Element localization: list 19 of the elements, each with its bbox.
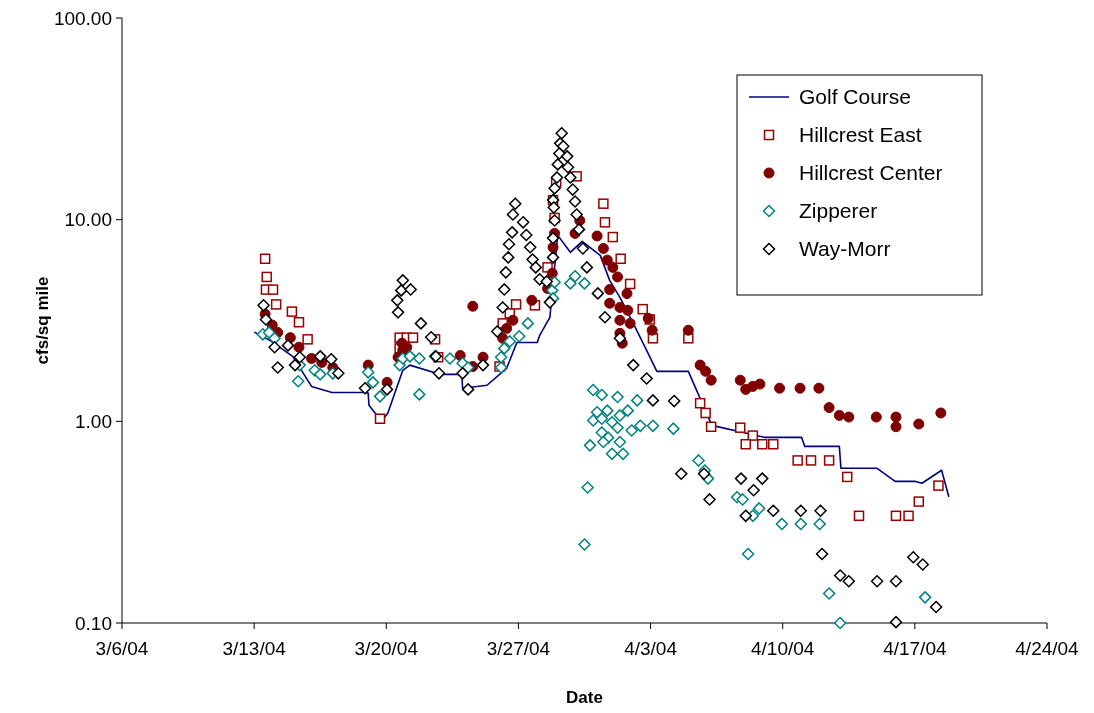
- x-tick-label: 4/10/04: [751, 638, 815, 659]
- x-axis-title: Date: [566, 688, 603, 707]
- y-tick-label: 1.00: [75, 410, 112, 432]
- x-tick-label: 4/17/04: [883, 638, 947, 659]
- x-tick-label: 4/3/04: [624, 638, 678, 659]
- y-tick-label: 0.10: [75, 612, 112, 634]
- legend-label: Hillcrest Center: [799, 161, 943, 185]
- y-tick-label: 100.00: [53, 7, 112, 29]
- x-tick-label: 3/27/04: [486, 638, 551, 659]
- legend-label: Way-Morr: [799, 237, 891, 261]
- x-tick-label: 3/6/04: [95, 638, 149, 659]
- x-tick-label: 3/13/04: [222, 638, 287, 659]
- x-tick-label: 4/24/04: [1015, 638, 1080, 659]
- legend-label: Zipperer: [799, 199, 878, 223]
- y-axis-title: cfs/sq mile: [33, 276, 52, 365]
- legend-label: Hillcrest East: [799, 123, 922, 147]
- x-tick-label: 3/20/04: [354, 638, 419, 659]
- legend-label: Golf Course: [799, 85, 912, 109]
- y-tick-label: 10.00: [64, 209, 112, 231]
